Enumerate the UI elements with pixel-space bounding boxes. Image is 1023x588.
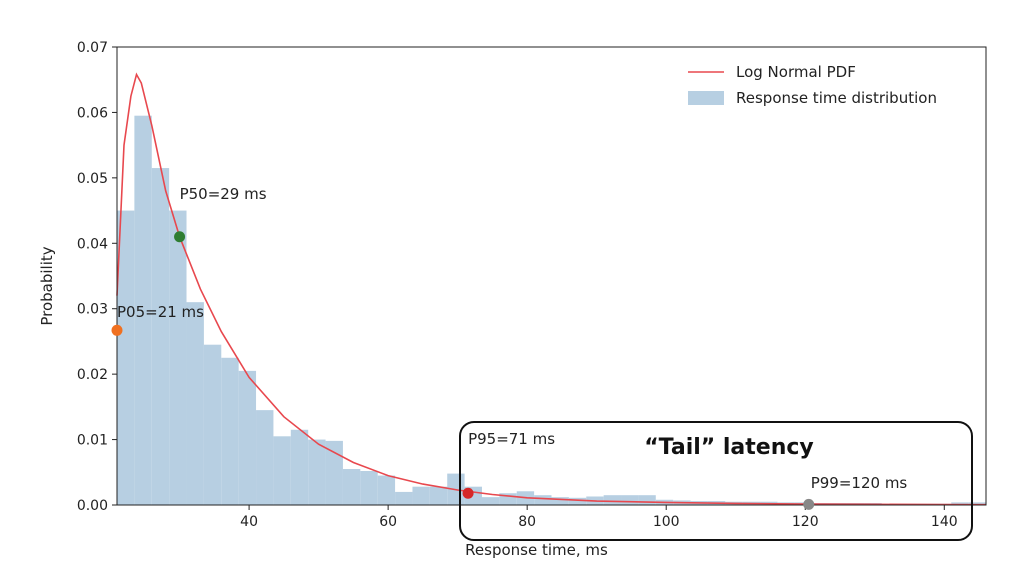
histogram-bar bbox=[203, 344, 222, 505]
y-tick-label: 0.05 bbox=[77, 171, 108, 187]
x-tick-label: 140 bbox=[931, 514, 958, 530]
histogram-bar bbox=[360, 470, 378, 505]
histogram-bar bbox=[499, 493, 517, 505]
tail-latency-title: “Tail” latency bbox=[644, 435, 814, 460]
y-tick-label: 0.00 bbox=[77, 498, 108, 514]
histogram-bar bbox=[134, 115, 152, 505]
legend: Log Normal PDF Response time distributio… bbox=[688, 63, 937, 107]
x-tick-label: 60 bbox=[379, 514, 397, 530]
p50-marker bbox=[174, 231, 186, 243]
histogram-bar bbox=[117, 210, 135, 506]
p05-label: P05=21 ms bbox=[117, 303, 204, 321]
histogram-bar bbox=[534, 495, 552, 505]
histogram-bar bbox=[238, 370, 257, 505]
y-tick-label: 0.04 bbox=[77, 236, 108, 252]
histogram-bar bbox=[551, 497, 569, 505]
y-tick-label: 0.07 bbox=[77, 40, 108, 56]
p99-marker bbox=[803, 498, 815, 510]
legend-hist-label: Response time distribution bbox=[736, 89, 937, 107]
histogram-bar bbox=[638, 495, 656, 505]
x-tick-label: 120 bbox=[792, 514, 819, 530]
x-tick-label: 80 bbox=[518, 514, 536, 530]
p05-marker bbox=[111, 324, 123, 336]
histogram-bar bbox=[968, 502, 986, 505]
histogram-bar bbox=[481, 497, 500, 505]
histogram-bar bbox=[342, 469, 361, 505]
legend-pdf-label: Log Normal PDF bbox=[736, 63, 856, 81]
histogram-bar bbox=[621, 495, 639, 505]
percentile-markers: P05=21 ms P50=29 ms P95=71 ms P99=120 ms bbox=[111, 185, 908, 510]
histogram-bar bbox=[290, 429, 309, 505]
p99-label: P99=120 ms bbox=[811, 474, 908, 492]
y-axis-label: Probability bbox=[38, 246, 56, 325]
histogram-bar bbox=[221, 357, 239, 505]
histogram-bar bbox=[603, 495, 622, 505]
histogram-bar bbox=[169, 210, 187, 506]
p95-marker bbox=[462, 487, 474, 499]
tail-latency-box bbox=[459, 421, 973, 541]
histogram-bar bbox=[377, 475, 396, 505]
plot-frame bbox=[116, 46, 987, 506]
p50-label: P50=29 ms bbox=[180, 185, 267, 203]
histogram-bar bbox=[151, 168, 170, 506]
histogram-bar bbox=[395, 491, 413, 505]
histogram-bar bbox=[951, 502, 969, 505]
histogram-bar bbox=[186, 302, 204, 505]
x-tick-label: 100 bbox=[653, 514, 680, 530]
y-tick-label: 0.02 bbox=[77, 367, 108, 383]
pdf-curve-line bbox=[116, 72, 987, 506]
pdf-curve-layer bbox=[116, 72, 987, 506]
histogram-bar bbox=[568, 497, 587, 505]
legend-hist-swatch bbox=[688, 91, 724, 105]
x-tick-label: 40 bbox=[240, 514, 258, 530]
histogram-bar bbox=[412, 486, 430, 505]
x-axis-label: Response time, ms bbox=[465, 541, 608, 559]
p95-label: P95=71 ms bbox=[468, 430, 555, 448]
axis-ticks: 40 60 80 100 120 140 0.00 0.01 0.02 0.03 0.04 0.05 0… bbox=[77, 40, 958, 530]
histogram-bars bbox=[117, 115, 986, 506]
histogram-bar bbox=[429, 486, 448, 505]
y-tick-label: 0.01 bbox=[77, 433, 108, 449]
histogram-bar bbox=[308, 439, 326, 505]
tail-latency-callout: “Tail” latency bbox=[459, 421, 973, 541]
y-tick-label: 0.06 bbox=[77, 105, 108, 121]
histogram-bar bbox=[325, 440, 343, 505]
histogram-bar bbox=[273, 436, 291, 505]
histogram-bar bbox=[256, 410, 274, 505]
y-tick-label: 0.03 bbox=[77, 302, 108, 318]
